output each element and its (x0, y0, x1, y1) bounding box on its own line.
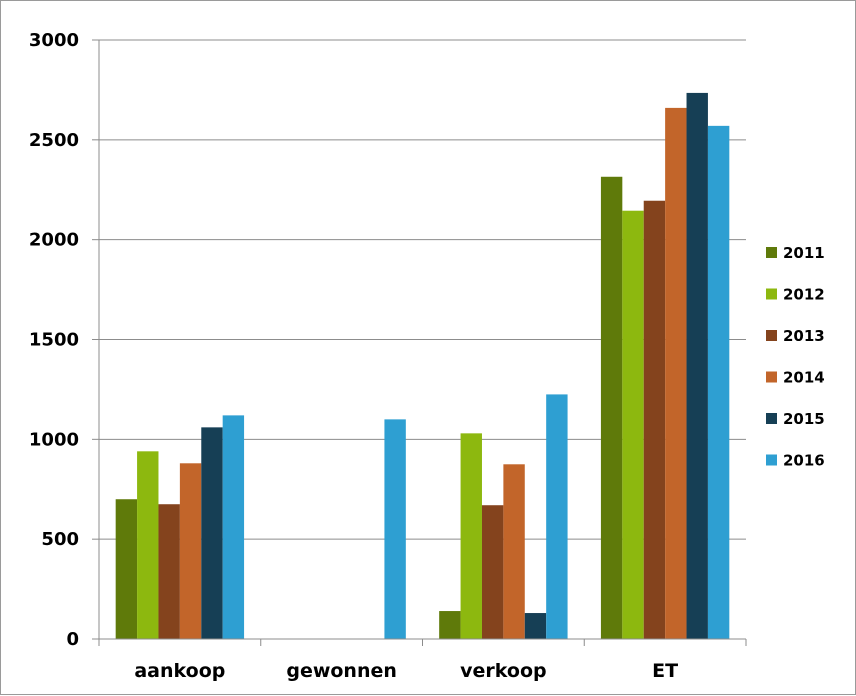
bars (115, 92, 730, 640)
y-tick-label: 3000 (29, 30, 79, 51)
bar-2015-verkoop (524, 613, 547, 639)
legend-swatch-2015 (766, 413, 777, 424)
bar-2012-aankoop (137, 451, 159, 639)
legend-label-2016: 2016 (783, 452, 825, 470)
bar-2012-verkoop (460, 433, 482, 639)
legend-label-2014: 2014 (783, 369, 825, 387)
bar-2013-verkoop (481, 505, 504, 639)
x-category-label: aankoop (134, 660, 225, 682)
y-tick-label: 2000 (29, 230, 79, 251)
y-tick-label: 500 (41, 529, 79, 550)
y-tick-label: 0 (66, 629, 79, 650)
bar-2015-aankoop (201, 427, 223, 639)
bar-2016-ET (707, 125, 730, 639)
bar-2016-gewonnen (384, 419, 406, 639)
x-category-label: ET (652, 660, 678, 682)
bar-2013-ET (643, 200, 666, 639)
legend-swatch-2014 (766, 371, 777, 383)
bar-2011-ET (600, 176, 623, 639)
legend: 2011 2012 2013 2014 2015 2016 (766, 244, 825, 470)
legend-swatch-2013 (766, 330, 777, 341)
legend-swatch-2011 (766, 247, 777, 258)
y-axis: 0 500 1000 1500 2000 2500 3000 (29, 30, 100, 650)
y-tick-label: 2500 (29, 130, 79, 151)
legend-label-2013: 2013 (783, 327, 825, 345)
x-category-label: gewonnen (286, 660, 397, 682)
legend-label-2015: 2015 (783, 410, 825, 428)
bar-2015-ET (686, 92, 708, 639)
bar-2016-aankoop (222, 415, 245, 639)
y-tick-label: 1000 (29, 429, 79, 450)
bar-2012-ET (622, 210, 644, 639)
legend-swatch-2012 (766, 288, 777, 300)
bar-2013-aankoop (158, 504, 180, 639)
bar-2014-aankoop (179, 463, 202, 639)
legend-label-2011: 2011 (783, 244, 825, 262)
y-tick-label: 1500 (29, 330, 79, 351)
bar-2011-aankoop (115, 499, 138, 639)
bar-2014-verkoop (503, 464, 525, 639)
bar-2014-ET (665, 107, 687, 640)
x-category-label: verkoop (460, 660, 546, 682)
legend-label-2012: 2012 (783, 286, 825, 304)
x-axis: aankoop gewonnen verkoop ET (98, 638, 747, 682)
bar-2016-verkoop (546, 394, 568, 639)
legend-swatch-2016 (766, 454, 777, 466)
bar-2011-verkoop (439, 611, 461, 639)
